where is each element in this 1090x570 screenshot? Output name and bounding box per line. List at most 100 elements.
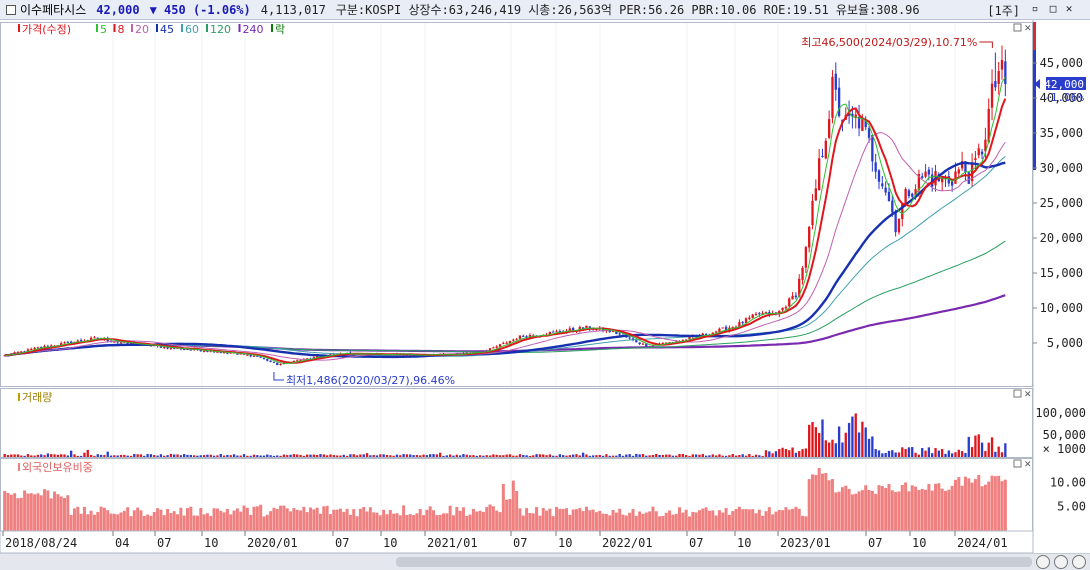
candle-body — [811, 200, 814, 226]
candle-body — [558, 330, 562, 333]
candle-body — [169, 347, 173, 349]
foreign-bar — [79, 513, 83, 531]
volume-bar — [645, 455, 648, 457]
foreign-bar — [594, 512, 598, 531]
foreign-tick-label: 5.00 — [1057, 500, 1086, 514]
volume-bar — [721, 455, 724, 457]
foreign-bar — [142, 515, 146, 531]
foreign-bar — [189, 506, 193, 531]
candle-body — [522, 335, 525, 337]
foreign-bar — [944, 490, 947, 531]
volume-bar — [458, 455, 462, 457]
candle-body — [20, 351, 23, 353]
volume-bar — [751, 455, 754, 457]
zoom-reset-icon[interactable] — [1072, 555, 1086, 569]
volume-bar — [276, 455, 279, 457]
foreign-bar — [235, 508, 239, 531]
candle-body — [306, 358, 309, 360]
foreign-bar — [801, 515, 805, 531]
foreign-bar — [887, 484, 891, 531]
volume-bar — [36, 454, 40, 457]
foreign-bar — [405, 514, 409, 531]
foreign-bar — [448, 505, 452, 531]
volume-bar — [628, 454, 631, 457]
foreign-bar — [395, 513, 399, 531]
volume-bar — [758, 455, 761, 457]
volume-bar — [944, 453, 947, 457]
foreign-bar — [46, 490, 50, 531]
ma8-line — [4, 98, 1007, 364]
candle-body — [3, 355, 6, 357]
foreign-bar — [747, 509, 751, 531]
volume-bar — [1000, 452, 1004, 457]
foreign-bar — [827, 480, 831, 531]
candle-body — [824, 140, 827, 159]
volume-bar — [239, 455, 242, 457]
volume-bar — [694, 454, 698, 457]
foreign-bar — [761, 515, 765, 531]
volume-bar — [199, 455, 202, 457]
volume-bar — [405, 454, 409, 457]
maximize-icon[interactable]: □ — [1049, 2, 1057, 15]
zoom-out-icon[interactable] — [1036, 555, 1050, 569]
candle-body — [994, 81, 997, 88]
candle-body — [887, 191, 891, 202]
volume-bar — [20, 455, 23, 457]
candle-body — [881, 183, 884, 187]
volume-bar — [834, 443, 837, 457]
zoom-in-icon[interactable] — [1054, 555, 1068, 569]
volume-bar — [731, 453, 734, 457]
checkbox-icon[interactable] — [6, 4, 16, 15]
period-selector[interactable]: [1주] — [987, 4, 1020, 18]
volume-bar — [123, 454, 126, 457]
candle-body — [163, 346, 166, 349]
volume-bar — [851, 416, 854, 457]
horizontal-scrollbar[interactable] — [0, 553, 1090, 570]
foreign-bar — [764, 511, 768, 531]
volume-bar — [997, 446, 1000, 457]
foreign-bar — [744, 509, 748, 531]
foreign-bar — [568, 514, 572, 531]
foreign-bar — [398, 515, 402, 531]
candle-body — [924, 171, 927, 177]
foreign-bar — [608, 515, 612, 531]
volume-legend-swatch — [18, 393, 20, 401]
volume-bar — [704, 455, 708, 457]
legend-swatch — [96, 24, 98, 32]
scroll-thumb[interactable] — [396, 557, 1032, 567]
volume-bar — [947, 450, 950, 457]
foreign-bar — [212, 508, 216, 531]
candle-body — [984, 139, 987, 152]
foreign-bar — [328, 514, 332, 531]
restore-icon[interactable]: ▫ — [1031, 2, 1039, 15]
x-tick-label: 07 — [689, 536, 703, 550]
foreign-bar — [119, 512, 123, 531]
candle-body — [784, 306, 788, 309]
candle-body — [851, 113, 854, 117]
foreign-bar — [631, 509, 635, 531]
volume-bar — [73, 454, 76, 457]
close-icon[interactable]: ✕ — [1065, 2, 1073, 15]
candle-body — [465, 352, 468, 354]
volume-bar — [761, 455, 764, 457]
candle-body — [788, 298, 791, 307]
candle-body — [831, 76, 834, 118]
foreign-bar — [940, 488, 944, 531]
foreign-bar — [545, 510, 549, 531]
candle-body — [226, 352, 229, 354]
foreign-bar — [478, 510, 482, 531]
candle-body — [721, 327, 724, 329]
volume-bar — [399, 455, 402, 457]
chart-area[interactable]: 45,000 40,000 35,000 30,000 25,000 20,000 15,0… — [0, 0, 1090, 553]
price-tick-label: 30,000 — [1040, 161, 1083, 175]
candle-body — [744, 318, 748, 323]
foreign-bar — [867, 489, 871, 531]
volume-bar — [292, 454, 296, 457]
volume-bar — [844, 432, 847, 457]
foreign-bar — [239, 511, 243, 531]
foreign-bar — [205, 513, 209, 531]
candle-body — [548, 331, 552, 335]
candle-body — [917, 173, 921, 191]
candle-body — [794, 295, 798, 298]
volume-bar — [272, 455, 276, 457]
